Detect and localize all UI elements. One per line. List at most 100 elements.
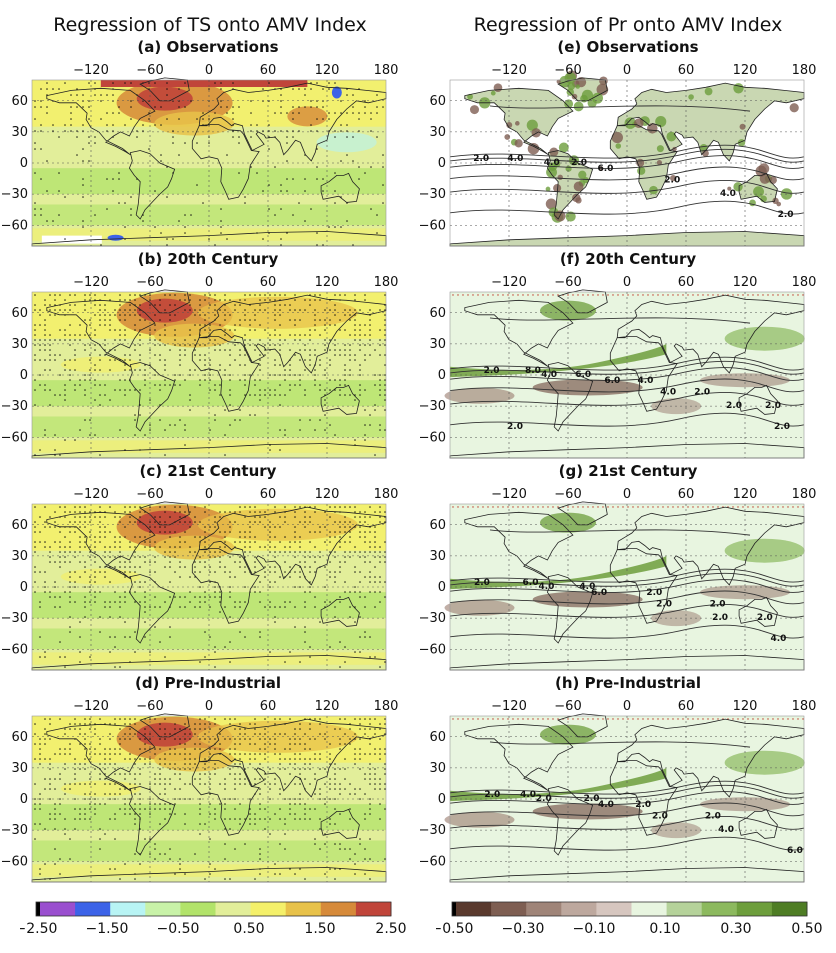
lon-tick-label: −120: [491, 699, 527, 714]
lat-tick-label: 30: [429, 549, 446, 564]
warm-anomaly: [60, 568, 141, 585]
ts-panel-b: (b) 20th Century −120 −60 0 60 120 180 60 30 0 −3…: [0, 250, 420, 465]
lat-tick-label: 30: [11, 125, 28, 140]
contour-label: 2.0: [484, 366, 500, 376]
lat-tick-label: 30: [429, 337, 446, 352]
dry-anomaly: [700, 797, 790, 812]
contour-label: 8.0: [525, 366, 541, 376]
contour-label: 4.0: [660, 388, 676, 398]
contour-label: 4.0: [520, 790, 536, 800]
lon-tick-label: −60: [136, 275, 163, 290]
lat-tick-label: 60: [429, 518, 446, 533]
lat-tick-label: 30: [11, 337, 28, 352]
cool-band: [32, 628, 386, 650]
panel-title: (e) Observations: [557, 38, 699, 56]
pr-panel-g: (g) 21st Century 2.0 4.0 6.0 2.0 2.0 4.0 6.0 4.…: [418, 462, 836, 677]
lon-tick-label: 60: [678, 699, 695, 714]
colorbar-label: −0.50: [436, 921, 473, 937]
wet-anomaly: [540, 300, 596, 321]
coastline: [449, 77, 805, 247]
lat-tick-label: 60: [11, 306, 28, 321]
pr-colorbar: −0.50 −0.30 −0.10 0.10 0.30 0.50: [436, 901, 823, 937]
contour-label: 4.0: [720, 189, 736, 199]
contour-label: 2.0: [635, 800, 651, 810]
contour-label: 6.0: [575, 370, 591, 380]
coastline: [31, 713, 387, 883]
colorbar-label: 0.50: [233, 921, 264, 937]
lat-tick-label: 0: [438, 368, 446, 383]
lon-tick-label: 180: [792, 275, 817, 290]
contour-label: 6.0: [604, 376, 620, 386]
panel-title: (a) Observations: [137, 38, 279, 56]
warm-anomaly: [60, 780, 141, 797]
lat-tick-label: 30: [11, 549, 28, 564]
cold-anomaly: [331, 86, 342, 99]
warm-anomaly: [154, 323, 235, 348]
contour-label: 2.0: [473, 154, 489, 164]
lat-tick-label: −60: [1, 854, 28, 869]
contour-label: 2.0: [710, 600, 726, 610]
lat-tick-label: 30: [429, 761, 446, 776]
lon-tick-label: 60: [678, 63, 695, 78]
contour-label: 4.0: [638, 376, 654, 386]
climatology-contours: [449, 105, 805, 215]
coastline: [449, 289, 805, 459]
warm-band: [32, 864, 386, 877]
lat-tick-label: 60: [429, 94, 446, 109]
lon-tick-label: −60: [136, 487, 163, 502]
lat-tick-label: 30: [11, 761, 28, 776]
colorbar-swatch: [285, 902, 322, 916]
dry-anomaly: [532, 591, 643, 608]
wet-anomaly: [540, 512, 596, 533]
lat-tick-label: −30: [419, 823, 446, 838]
lon-tick-label: −60: [554, 63, 581, 78]
warm-anomaly: [154, 535, 235, 560]
lat-tick-label: 60: [11, 94, 28, 109]
lon-tick-label: 180: [792, 63, 817, 78]
lat-tick-label: −60: [1, 430, 28, 445]
wet-anomaly: [540, 724, 596, 745]
colorbar-swatch: [110, 902, 146, 916]
colorbar-label: −0.10: [573, 921, 616, 937]
lon-tick-label: 60: [260, 699, 277, 714]
cold-anomaly: [107, 234, 124, 241]
contour-label: 4.0: [598, 800, 614, 810]
dry-anomaly: [444, 599, 515, 616]
colorbar-label: −2.50: [20, 921, 57, 937]
colorbar-label: 1.50: [304, 921, 335, 937]
lat-tick-label: 60: [429, 306, 446, 321]
coastline: [31, 289, 387, 459]
right-column-title: Regression of Pr onto AMV Index: [473, 14, 783, 36]
climatology-contours: [449, 741, 805, 851]
climatology-contours: [449, 317, 805, 427]
panel-title: (f) 20th Century: [559, 250, 697, 268]
colorbar-end: [36, 902, 40, 916]
lon-tick-label: 0: [205, 487, 213, 502]
lat-tick-label: −30: [1, 823, 28, 838]
warm-anomaly: [154, 747, 235, 772]
missing-data: [41, 235, 102, 244]
panel-title: (h) Pre-Industrial: [555, 674, 701, 692]
lat-tick-label: 60: [429, 730, 446, 745]
pr-map: 2.0 4.06.02.04.02.04.0 2.0−120 −60 0 60 120 180…: [419, 63, 817, 247]
contour-label: 2.0: [536, 794, 552, 804]
colorbar-label: 2.50: [375, 921, 406, 937]
dry-anomaly: [444, 387, 515, 404]
lat-tick-label: −60: [1, 642, 28, 657]
contour-label: 2.0: [765, 401, 781, 411]
colorbar-swatch: [526, 902, 562, 916]
lon-tick-label: 0: [623, 699, 631, 714]
ts-colorbar: −2.50 −1.50 −0.50 0.50 1.50 2.50: [20, 901, 407, 937]
coastline: [449, 501, 805, 671]
lat-tick-label: −60: [419, 218, 446, 233]
hot-anomaly: [136, 86, 193, 111]
contour-label: 2.0: [507, 422, 523, 432]
lon-tick-label: −120: [491, 487, 527, 502]
colorbar-swatch: [145, 902, 181, 916]
contour-label: 2.0: [474, 578, 490, 588]
significance-stipple: [452, 718, 804, 720]
colorbar-frame: [35, 901, 392, 917]
warm-anomaly: [287, 106, 328, 127]
contour-label: 2.0: [664, 176, 680, 186]
lat-tick-label: 0: [438, 156, 446, 171]
